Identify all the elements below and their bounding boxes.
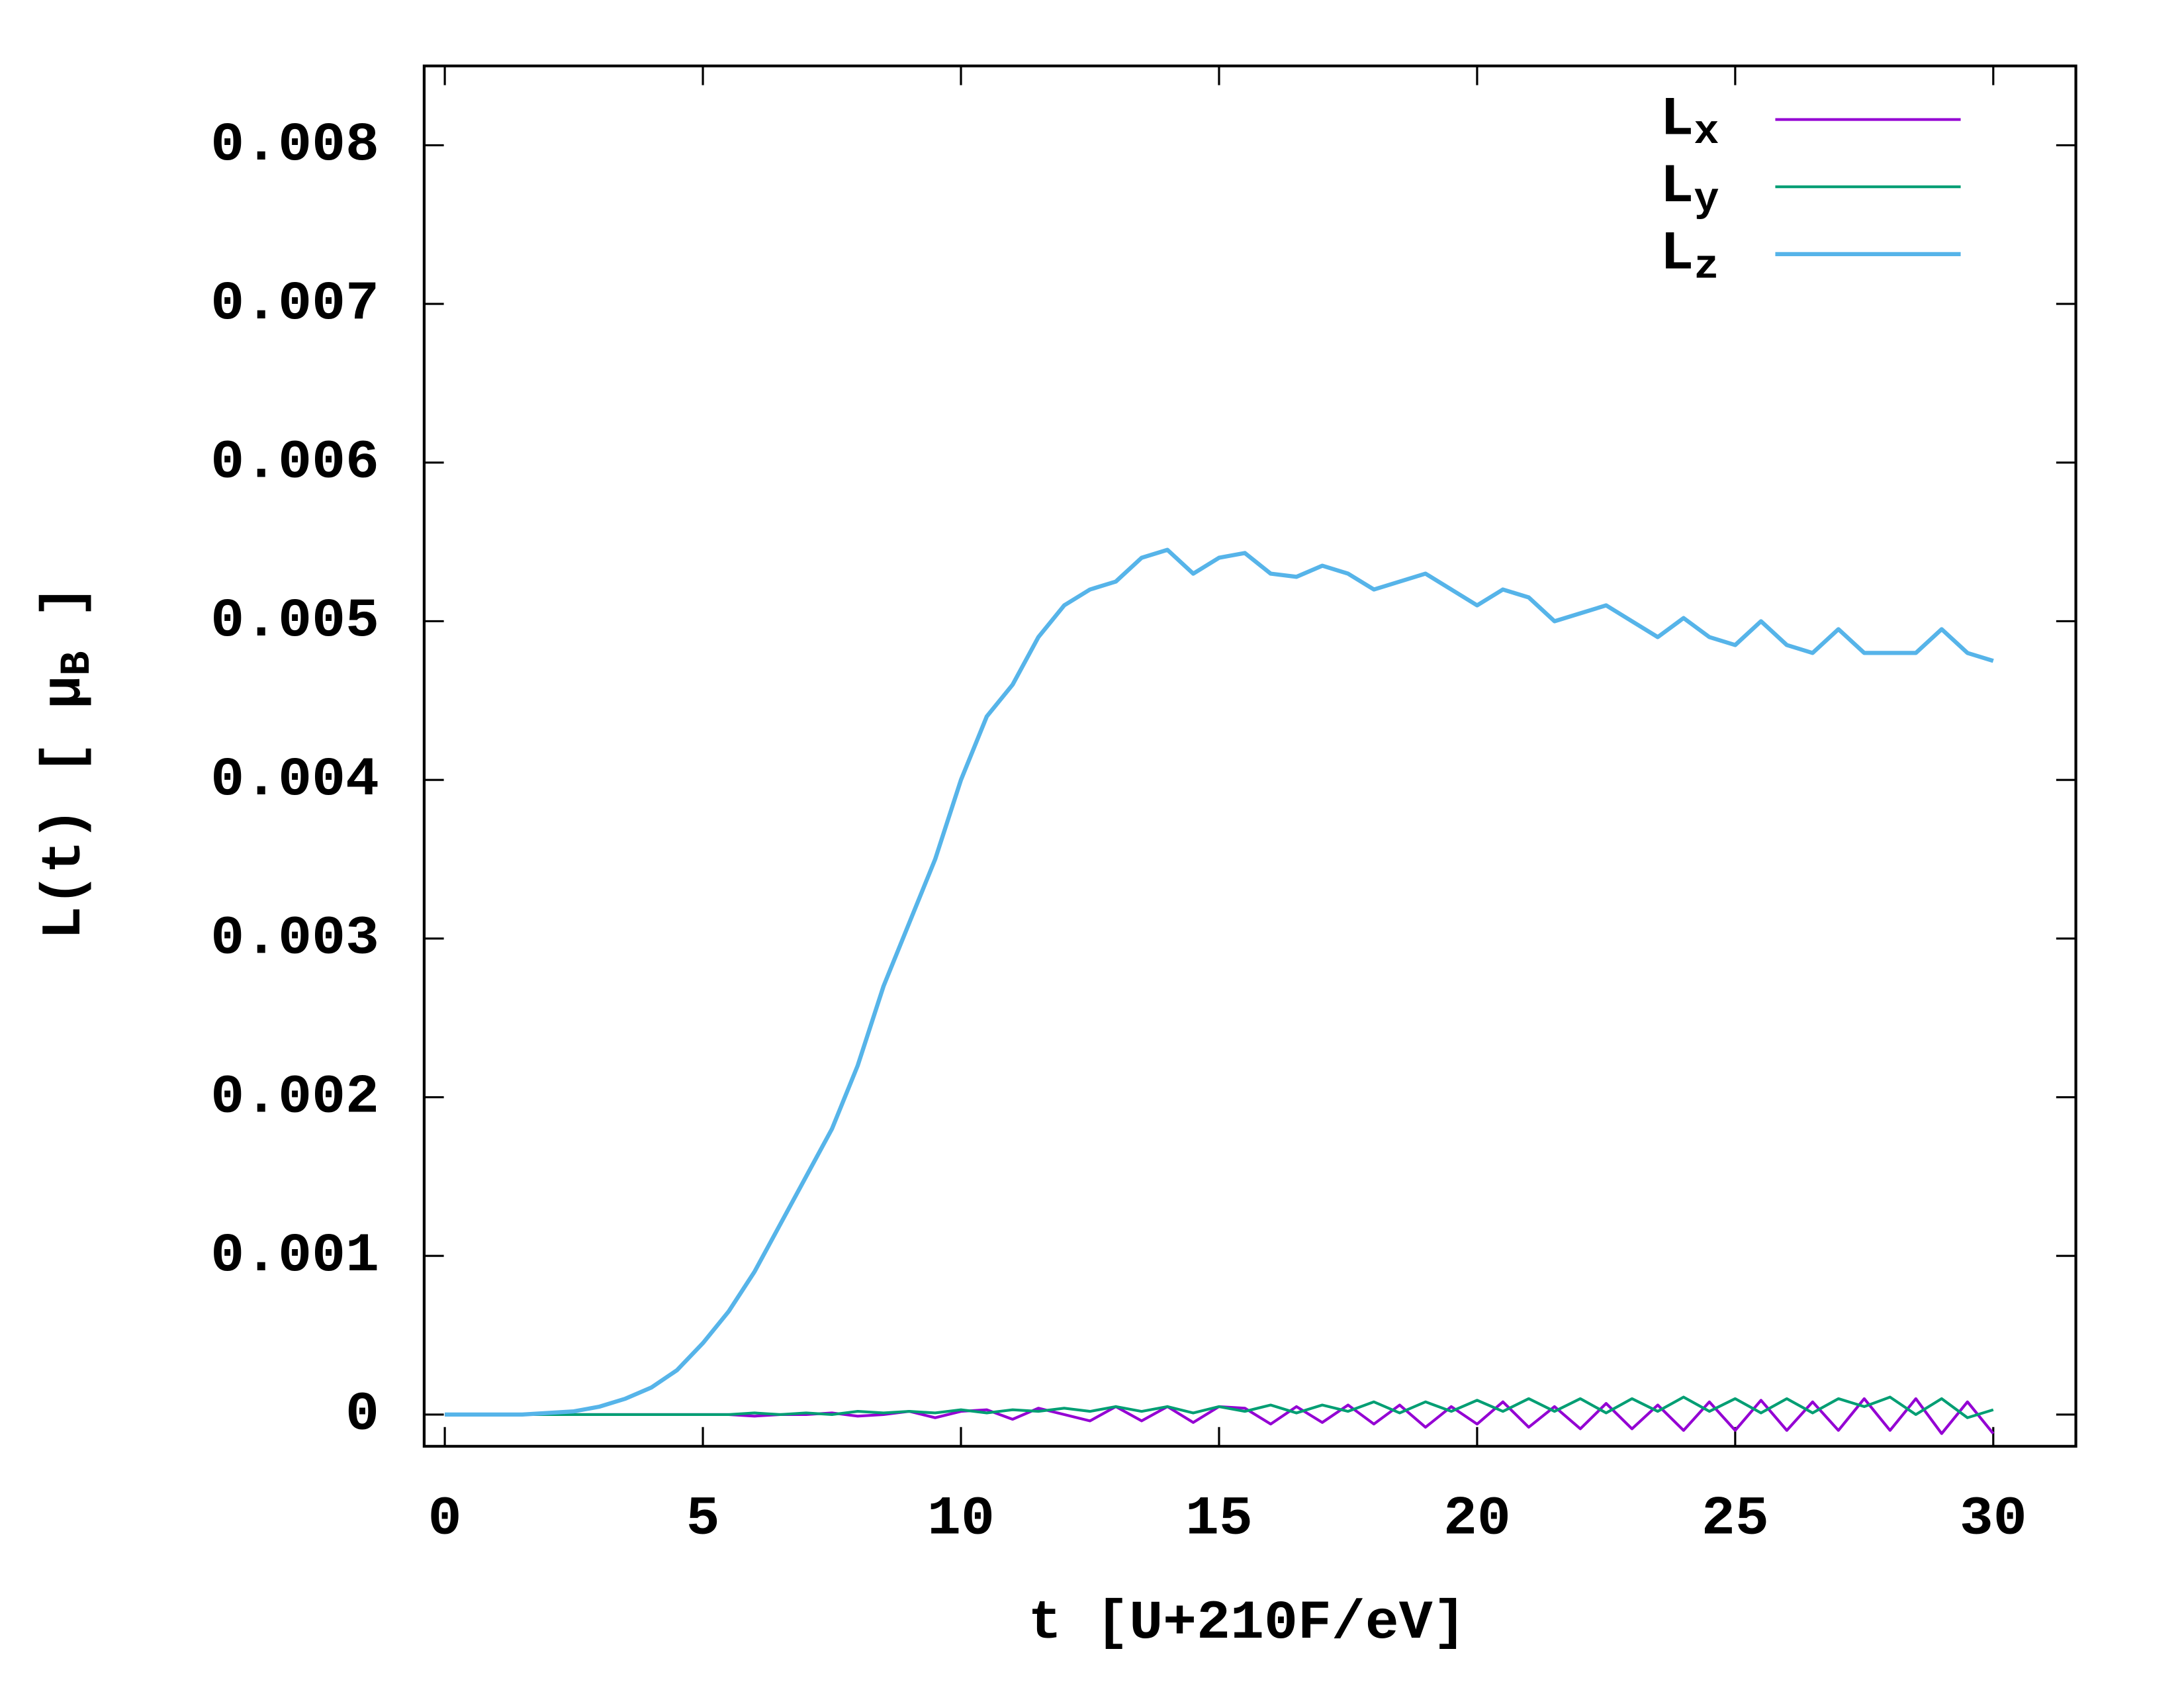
x-tick-label: 15: [1185, 1488, 1253, 1550]
x-tick-label: 30: [1960, 1488, 2027, 1550]
x-tick-label: 10: [927, 1488, 995, 1550]
x-tick-label: 25: [1702, 1488, 1769, 1550]
x-tick-label: 5: [686, 1488, 720, 1550]
y-tick-label: 0.002: [210, 1066, 379, 1129]
y-tick-label: 0.005: [210, 590, 379, 653]
plot-frame: [422, 64, 2077, 1448]
x-axis-label: t [U+210F/eV]: [1028, 1593, 1466, 1655]
y-tick-label: 0.001: [210, 1225, 379, 1288]
y-tick-label: 0.008: [210, 115, 379, 177]
y-tick-label: 0.007: [210, 273, 379, 336]
line-series: [445, 1395, 1994, 1419]
line-series: [445, 547, 1994, 1417]
y-tick-label: 0.004: [210, 749, 379, 812]
y-tick-label: 0.003: [210, 908, 379, 970]
x-tick-label: 20: [1443, 1488, 1511, 1550]
y-axis-label: L(t) [ μB ]: [33, 585, 101, 939]
y-tick-label: 0: [345, 1384, 379, 1446]
legend-label: Lx: [1660, 89, 1719, 155]
legend-label: Ly: [1660, 156, 1719, 222]
x-tick-label: 0: [428, 1488, 462, 1550]
y-tick-label: 0.006: [210, 432, 379, 494]
legend-label: Lz: [1660, 224, 1719, 290]
